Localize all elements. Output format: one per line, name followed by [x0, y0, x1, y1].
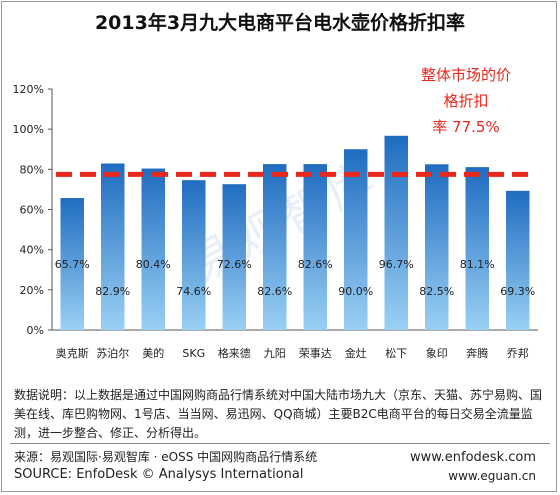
- data-label: 74.6%: [176, 285, 211, 298]
- data-note: 数据说明：以上数据是通过中国网购商品行情系统对中国大陆市场九大（京东、天猫、苏宁…: [14, 388, 543, 440]
- y-tick-label: 80%: [20, 163, 44, 176]
- data-label: 82.6%: [298, 258, 333, 271]
- bar: [384, 135, 408, 330]
- x-tick-label: 象印: [426, 347, 448, 360]
- reference-line-label: 整体市场的价 格折扣 率 77.5%: [410, 62, 522, 140]
- x-tick-label: 奥克斯: [56, 346, 89, 360]
- bar: [506, 190, 530, 330]
- bar: [101, 163, 125, 330]
- divider: [10, 443, 550, 444]
- y-tick-label: 40%: [20, 244, 44, 257]
- y-tick-label: 60%: [20, 204, 44, 217]
- data-label: 81.1%: [460, 258, 495, 271]
- data-label: 65.7%: [55, 258, 90, 271]
- source-url-eguan: www.eguan.cn: [448, 469, 536, 483]
- data-label: 82.6%: [257, 285, 292, 298]
- data-label: 96.7%: [379, 258, 414, 271]
- bar: [465, 167, 489, 330]
- x-tick-label: 奔腾: [466, 346, 488, 360]
- reference-line-label-line2: 格折扣: [443, 92, 489, 110]
- reference-line-label-line3: 率 77.5%: [432, 118, 500, 136]
- y-tick-label: 0%: [27, 324, 44, 337]
- data-label: 82.5%: [419, 285, 454, 298]
- bar: [263, 164, 287, 330]
- x-tick-label: 金灶: [345, 346, 367, 360]
- data-label: 90.0%: [338, 285, 373, 298]
- x-tick-label: 格来德: [218, 346, 251, 360]
- chart-title: 2013年3月九大电商平台电水壶价格折扣率: [94, 12, 466, 34]
- bar: [182, 180, 206, 330]
- x-tick-label: 九阳: [264, 347, 286, 360]
- data-label: 80.4%: [136, 258, 171, 271]
- bar: [344, 149, 368, 330]
- data-label: 72.6%: [217, 258, 252, 271]
- bar: [141, 168, 165, 330]
- source-cn: 来源：易观国际·易观智库 · eOSS 中国网购商品行情系统: [14, 450, 318, 464]
- bar: [60, 198, 84, 330]
- bar: [425, 164, 449, 330]
- x-tick-label: 美的: [142, 346, 164, 360]
- bar: [222, 184, 246, 330]
- y-tick-label: 120%: [13, 83, 44, 96]
- x-tick-label: 荣事达: [299, 347, 332, 360]
- source-url-enfodesk: www.enfodesk.com: [409, 450, 536, 465]
- y-tick-label: 20%: [20, 284, 44, 297]
- x-tick-label: SKG: [182, 347, 205, 360]
- data-label: 69.3%: [500, 285, 535, 298]
- bar-chart: 0% 20% 40% 60% 80% 100% 120% 65.7% 奥克斯 82.9% 苏泊尔 8…: [13, 83, 538, 360]
- x-tick-label: 苏泊尔: [96, 347, 129, 360]
- reference-line-label-line1: 整体市场的价: [420, 66, 511, 84]
- x-tick-label: 松下: [385, 346, 407, 360]
- source-en: SOURCE: EnfoDesk © Analysys Internationa…: [14, 467, 304, 482]
- y-tick-label: 100%: [13, 123, 44, 136]
- data-label: 82.9%: [95, 285, 130, 298]
- x-tick-label: 乔邦: [507, 347, 529, 360]
- bar: [303, 164, 327, 330]
